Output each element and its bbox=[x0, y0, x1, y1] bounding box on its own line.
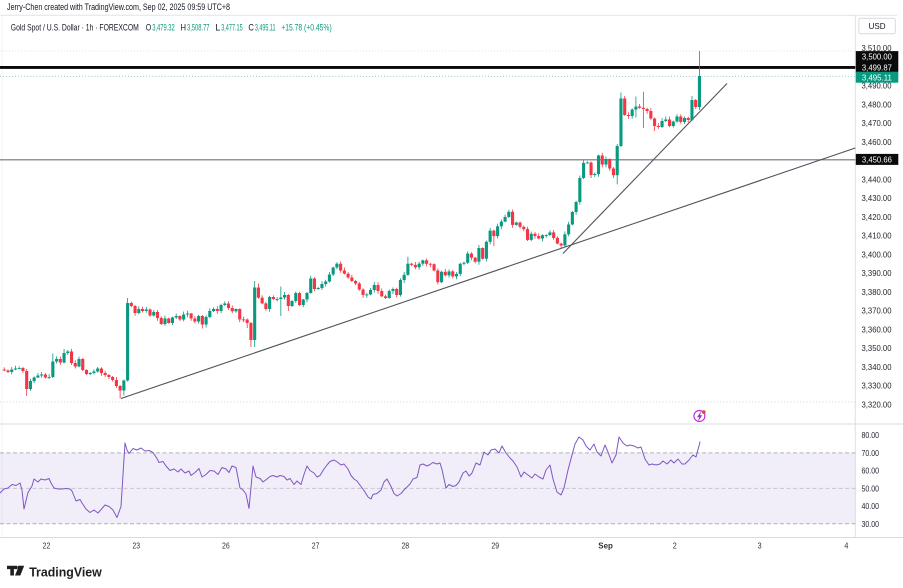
svg-text:3,490.00: 3,490.00 bbox=[862, 81, 892, 91]
svg-text:4: 4 bbox=[844, 540, 848, 550]
svg-text:3: 3 bbox=[758, 540, 762, 550]
svg-text:Jerry-Chen created with Tradin: Jerry-Chen created with TradingView.com,… bbox=[7, 2, 230, 12]
svg-text:50.00: 50.00 bbox=[862, 483, 880, 493]
svg-text:3,460.00: 3,460.00 bbox=[862, 137, 892, 147]
svg-text:O: O bbox=[146, 23, 152, 33]
svg-text:Gold Spot / U.S. Dollar · 1h ·: Gold Spot / U.S. Dollar · 1h · FOREXCOM bbox=[11, 23, 139, 33]
svg-text:H: H bbox=[181, 23, 187, 33]
svg-text:3,320.00: 3,320.00 bbox=[862, 399, 892, 409]
svg-text:3,510.00: 3,510.00 bbox=[862, 43, 892, 53]
svg-text:3,380.00: 3,380.00 bbox=[862, 287, 892, 297]
svg-text:3,340.00: 3,340.00 bbox=[862, 362, 892, 372]
svg-text:+15.78 (+0.45%): +15.78 (+0.45%) bbox=[281, 23, 331, 33]
svg-text:3,480.00: 3,480.00 bbox=[862, 99, 892, 109]
svg-text:3,350.00: 3,350.00 bbox=[862, 343, 892, 353]
svg-text:TradingView: TradingView bbox=[29, 564, 102, 579]
svg-text:29: 29 bbox=[491, 540, 499, 550]
svg-text:28: 28 bbox=[401, 540, 409, 550]
svg-text:L: L bbox=[215, 23, 220, 33]
svg-text:C: C bbox=[248, 23, 254, 33]
svg-text:3,450.66: 3,450.66 bbox=[862, 155, 892, 165]
svg-text:3,477.15: 3,477.15 bbox=[221, 23, 243, 33]
svg-text:3,440.00: 3,440.00 bbox=[862, 174, 892, 184]
svg-text:30.00: 30.00 bbox=[862, 519, 880, 529]
svg-text:70.00: 70.00 bbox=[862, 448, 880, 458]
svg-text:3,360.00: 3,360.00 bbox=[862, 324, 892, 334]
svg-text:3,410.00: 3,410.00 bbox=[862, 231, 892, 241]
svg-text:3,420.00: 3,420.00 bbox=[862, 212, 892, 222]
svg-text:27: 27 bbox=[312, 540, 320, 550]
svg-text:3,499.87: 3,499.87 bbox=[862, 62, 892, 72]
svg-text:3,470.00: 3,470.00 bbox=[862, 118, 892, 128]
svg-text:60.00: 60.00 bbox=[862, 466, 880, 476]
svg-text:3,390.00: 3,390.00 bbox=[862, 268, 892, 278]
svg-text:80.00: 80.00 bbox=[862, 430, 880, 440]
svg-text:23: 23 bbox=[132, 540, 140, 550]
svg-text:3,508.77: 3,508.77 bbox=[187, 23, 210, 33]
svg-text:Sep: Sep bbox=[598, 540, 613, 550]
svg-text:3,500.00: 3,500.00 bbox=[862, 52, 892, 62]
svg-text:3,430.00: 3,430.00 bbox=[862, 193, 892, 203]
svg-text:3,479.32: 3,479.32 bbox=[152, 23, 175, 33]
svg-text:3,400.00: 3,400.00 bbox=[862, 249, 892, 259]
svg-text:3,495.11: 3,495.11 bbox=[862, 72, 892, 82]
svg-text:26: 26 bbox=[222, 540, 230, 550]
svg-text:USD: USD bbox=[869, 21, 886, 31]
svg-text:40.00: 40.00 bbox=[862, 501, 880, 511]
svg-text:3,495.11: 3,495.11 bbox=[255, 23, 276, 33]
svg-text:3,370.00: 3,370.00 bbox=[862, 306, 892, 316]
svg-text:3,330.00: 3,330.00 bbox=[862, 381, 892, 391]
svg-text:2: 2 bbox=[673, 540, 677, 550]
svg-text:22: 22 bbox=[43, 540, 51, 550]
